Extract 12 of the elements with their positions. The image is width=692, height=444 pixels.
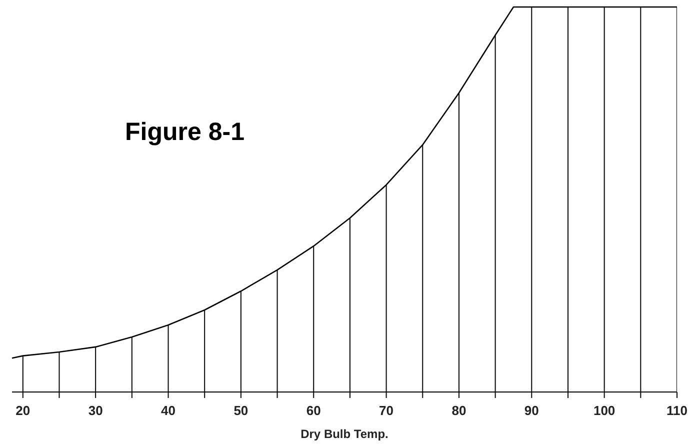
x-tick-label: 50 xyxy=(234,403,248,418)
x-tick-label: 20 xyxy=(16,403,30,418)
x-tick-label: 30 xyxy=(88,403,103,418)
x-tick-label: 70 xyxy=(379,403,394,418)
x-tick-label: 40 xyxy=(161,403,176,418)
x-tick-label: 60 xyxy=(306,403,321,418)
x-axis-title: Dry Bulb Temp. xyxy=(300,427,388,441)
x-tick-label: 80 xyxy=(452,403,466,418)
x-tick-label: 100 xyxy=(593,403,616,418)
text: Figure 8-1 xyxy=(125,118,245,146)
x-tick-label: 90 xyxy=(524,403,539,418)
x-tick-label: 110 xyxy=(666,403,688,418)
